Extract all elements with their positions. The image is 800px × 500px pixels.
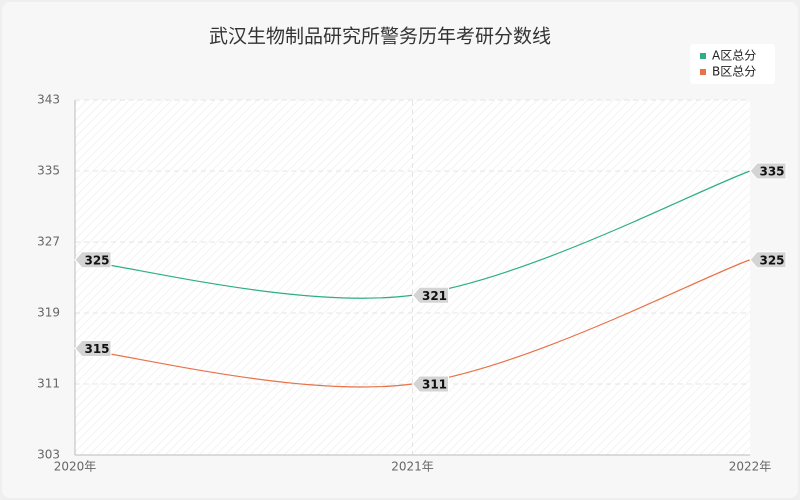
y-tick-label: 335 [37,164,60,178]
y-tick-label: 311 [37,377,60,391]
value-label-box [411,375,449,393]
value-label: 321 [422,289,447,303]
value-label: 335 [759,165,784,179]
value-label-box [749,251,787,269]
y-tick-label: 327 [37,235,60,249]
legend-marker [700,69,706,75]
legend-label: A区总分 [712,49,756,63]
y-tick-label: 303 [37,448,60,462]
x-tick-label: 2020年 [54,460,97,474]
legend-label: B区总分 [712,65,756,79]
legend-box [690,44,775,84]
plot-hatch [75,100,750,455]
x-tick-label: 2021年 [391,460,434,474]
y-tick-label: 319 [37,306,60,320]
value-label: 325 [759,253,784,267]
x-tick-label: 2022年 [729,460,772,474]
value-label: 311 [422,378,447,392]
value-label-box [749,162,787,180]
y-tick-label: 343 [37,93,60,107]
value-label-box [74,340,112,357]
chart-title: 武汉生物制品研究所警务历年考研分数线 [209,26,551,48]
value-label-box [74,251,112,269]
value-label: 315 [84,342,109,356]
value-label: 325 [84,253,109,267]
value-label-box [411,286,449,304]
legend-marker [700,53,706,59]
